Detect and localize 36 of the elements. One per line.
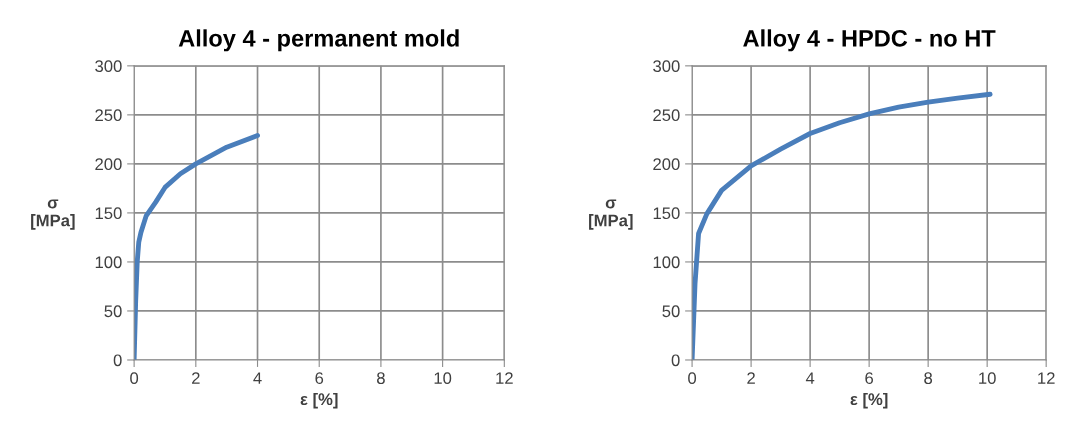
x-tick-label: 4 <box>253 372 262 384</box>
x-tick-label: 12 <box>496 372 513 384</box>
y-tick-label: 100 <box>95 256 122 269</box>
x-axis-title: ε [%] <box>300 392 338 409</box>
x-tick-label: 12 <box>1038 372 1055 384</box>
x-tick-label: 6 <box>315 372 324 385</box>
x-tick-label: 4 <box>805 372 815 384</box>
y-tick-label: 50 <box>662 305 680 318</box>
y-tick-label: 150 <box>95 207 122 220</box>
x-tick-label: 6 <box>865 372 874 385</box>
y-tick-label: 150 <box>653 207 680 220</box>
y-tick-label: 200 <box>95 158 122 171</box>
y-tick-label: 300 <box>95 60 122 73</box>
chart-title: Alloy 4 - permanent mold <box>178 29 459 52</box>
y-tick-label: 0 <box>671 354 680 367</box>
line-series <box>692 91 993 360</box>
x-tick-label: 10 <box>979 372 996 385</box>
chart-title: Alloy 4 - HPDC - no HT <box>743 29 996 52</box>
x-axis-title: ε [%] <box>850 392 888 409</box>
x-tick-label: 2 <box>747 372 755 384</box>
y-tick-label: 250 <box>653 109 680 122</box>
x-tick-label: 10 <box>434 372 452 385</box>
y-tick-label: 200 <box>653 158 680 171</box>
x-tick-label: 2 <box>192 372 200 384</box>
x-tick-label: 8 <box>924 372 933 385</box>
y-tick-label: 0 <box>113 354 122 367</box>
x-tick-label: 0 <box>130 372 139 385</box>
y-axis-title: σ [MPa] <box>589 199 633 230</box>
x-tick-label: 8 <box>377 372 385 385</box>
y-axis-title: σ [MPa] <box>31 199 75 230</box>
x-tick-label: 0 <box>688 372 697 385</box>
y-tick-label: 300 <box>653 60 680 73</box>
y-tick-label: 100 <box>653 256 680 269</box>
y-tick-label: 250 <box>95 109 122 122</box>
y-tick-label: 50 <box>104 305 122 318</box>
line-series <box>134 133 260 360</box>
